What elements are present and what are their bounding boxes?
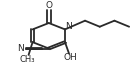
Text: CH₃: CH₃ <box>19 55 35 64</box>
Text: N: N <box>65 22 72 31</box>
Text: O: O <box>45 1 52 10</box>
Text: OH: OH <box>63 53 77 62</box>
Text: N: N <box>17 44 23 53</box>
